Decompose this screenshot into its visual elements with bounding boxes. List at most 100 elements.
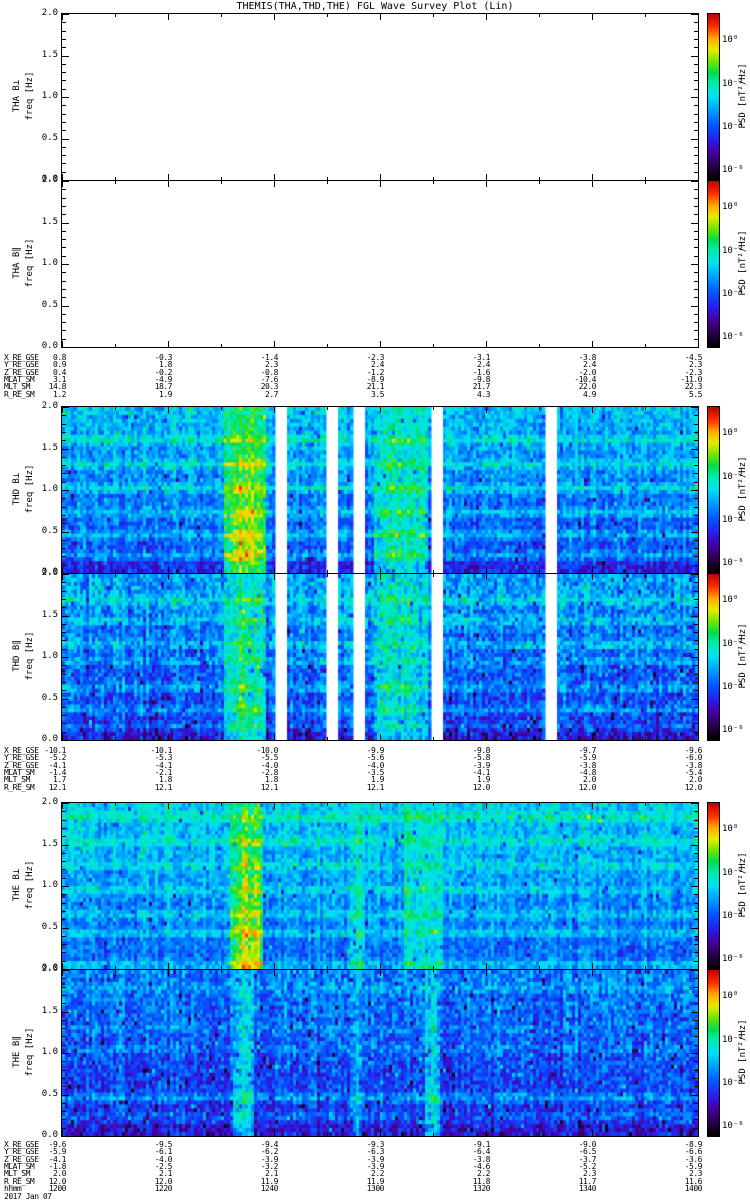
axis-tick <box>433 970 434 973</box>
axis-tick <box>645 970 646 973</box>
axis-tick <box>62 861 66 863</box>
colorbar-tick-label: 10⁻⁴ <box>722 681 744 692</box>
y-tick-label: 1.5 <box>41 1005 58 1016</box>
ephemeris-value: 2.0 <box>583 775 596 785</box>
colorbar-thd-bpar <box>707 573 720 741</box>
axis-tick <box>62 415 66 417</box>
axis-tick <box>694 861 698 863</box>
ephemeris-value: -3.1 <box>472 353 491 362</box>
axis-tick <box>694 255 698 257</box>
colorbar-title: PSD [nT²/Hz] <box>738 1019 748 1085</box>
ephemeris-row-label: MLAT_SM <box>4 374 35 384</box>
time-tick-label: 1400 <box>684 1183 703 1193</box>
axis-tick <box>62 740 69 741</box>
axis-tick <box>698 963 699 969</box>
axis-tick <box>691 14 698 15</box>
axis-tick <box>168 1130 169 1136</box>
ephemeris-value: -5.3 <box>154 753 173 763</box>
ephemeris-value: -3.5 <box>366 767 385 777</box>
axis-tick <box>645 966 646 969</box>
ephemeris-value: 2.4 <box>583 360 596 370</box>
axis-tick <box>691 138 698 140</box>
axis-tick <box>62 819 66 821</box>
axis-tick <box>539 181 540 184</box>
ephemeris-value: -11.0 <box>680 374 702 384</box>
ephemeris-value: 11.8 <box>472 1176 491 1186</box>
freq-axis-label: freq [Hz] <box>25 1027 35 1077</box>
axis-tick <box>62 297 66 299</box>
ephemeris-value: -3.2 <box>260 1161 279 1171</box>
axis-tick <box>62 113 66 115</box>
axis-tick <box>62 171 66 173</box>
ephemeris-value: -1.6 <box>472 367 491 377</box>
ephemeris-value: -6.4 <box>472 1147 491 1157</box>
ephemeris-value: -2.3 <box>684 367 703 377</box>
ephemeris-row-label: Y_RE_GSE <box>4 360 39 370</box>
axis-tick <box>168 734 169 740</box>
axis-tick <box>62 698 69 700</box>
axis-tick <box>694 30 698 32</box>
axis-tick <box>694 197 698 199</box>
ephemeris-value: 2.3 <box>689 1169 702 1179</box>
axis-tick <box>694 1069 698 1071</box>
ephemeris-value: -9.5 <box>154 1140 173 1149</box>
axis-tick <box>592 970 593 976</box>
axis-tick <box>115 970 116 973</box>
ephemeris-value: -5.5 <box>260 753 279 763</box>
axis-tick <box>691 574 698 575</box>
axis-tick <box>645 177 646 180</box>
axis-tick <box>62 894 66 896</box>
axis-tick <box>62 214 66 216</box>
y-tick-label: 1.0 <box>41 484 58 494</box>
ephemeris-value: 1.7 <box>53 775 66 785</box>
axis-tick <box>694 297 698 299</box>
axis-tick <box>694 1111 698 1113</box>
ephemeris-value: -9.4 <box>260 1140 279 1149</box>
axis-tick <box>694 1119 698 1121</box>
axis-tick <box>62 338 66 340</box>
axis-tick <box>694 919 698 921</box>
ephemeris-value: -2.1 <box>154 767 173 777</box>
axis-tick <box>62 944 66 946</box>
axis-tick <box>62 1130 63 1136</box>
axis-tick <box>62 313 66 315</box>
axis-tick <box>486 407 487 413</box>
axis-tick <box>62 852 66 854</box>
colorbar-tick-label: 10⁻² <box>722 1034 744 1045</box>
axis-tick <box>221 570 222 573</box>
time-tick-label: 1340 <box>578 1183 597 1193</box>
axis-tick <box>691 657 698 658</box>
axis-tick <box>694 431 698 433</box>
axis-tick <box>62 523 66 525</box>
axis-tick <box>221 14 222 17</box>
axis-tick <box>62 448 69 450</box>
axis-tick <box>380 567 381 573</box>
ephemeris-row-label: MLT_SM <box>4 1169 30 1179</box>
axis-tick <box>62 598 66 600</box>
colorbar-gradient <box>708 407 719 573</box>
axis-tick <box>694 1077 698 1079</box>
freq-axis-label: freq [Hz] <box>25 860 35 910</box>
axis-tick <box>62 1011 69 1013</box>
ephemeris-value: -1.4 <box>260 353 279 362</box>
ephemeris-value: 11.6 <box>684 1176 703 1186</box>
ephemeris-value: -3.8 <box>684 760 703 770</box>
axis-tick <box>645 1133 646 1136</box>
panel-ylabel: THD B⊥ <box>12 472 22 506</box>
axis-tick <box>691 407 698 408</box>
axis-tick <box>62 197 66 199</box>
ephemeris-value: 20.3 <box>260 382 279 392</box>
freq-axis-label: freq [Hz] <box>25 71 35 121</box>
ephemeris-value: 12.0 <box>48 1176 67 1186</box>
axis-tick <box>168 174 169 180</box>
ephemeris-value: 12.1 <box>48 782 67 792</box>
axis-tick <box>694 155 698 157</box>
ephemeris-value: 14.8 <box>48 382 67 392</box>
axis-tick <box>433 181 434 184</box>
ephemeris-row-label: Y_RE_GSE <box>4 1147 39 1157</box>
axis-tick <box>486 14 487 20</box>
axis-tick <box>691 886 698 887</box>
axis-tick <box>433 344 434 347</box>
ephemeris-value: 2.0 <box>689 775 702 785</box>
colorbar-gradient <box>708 14 719 180</box>
